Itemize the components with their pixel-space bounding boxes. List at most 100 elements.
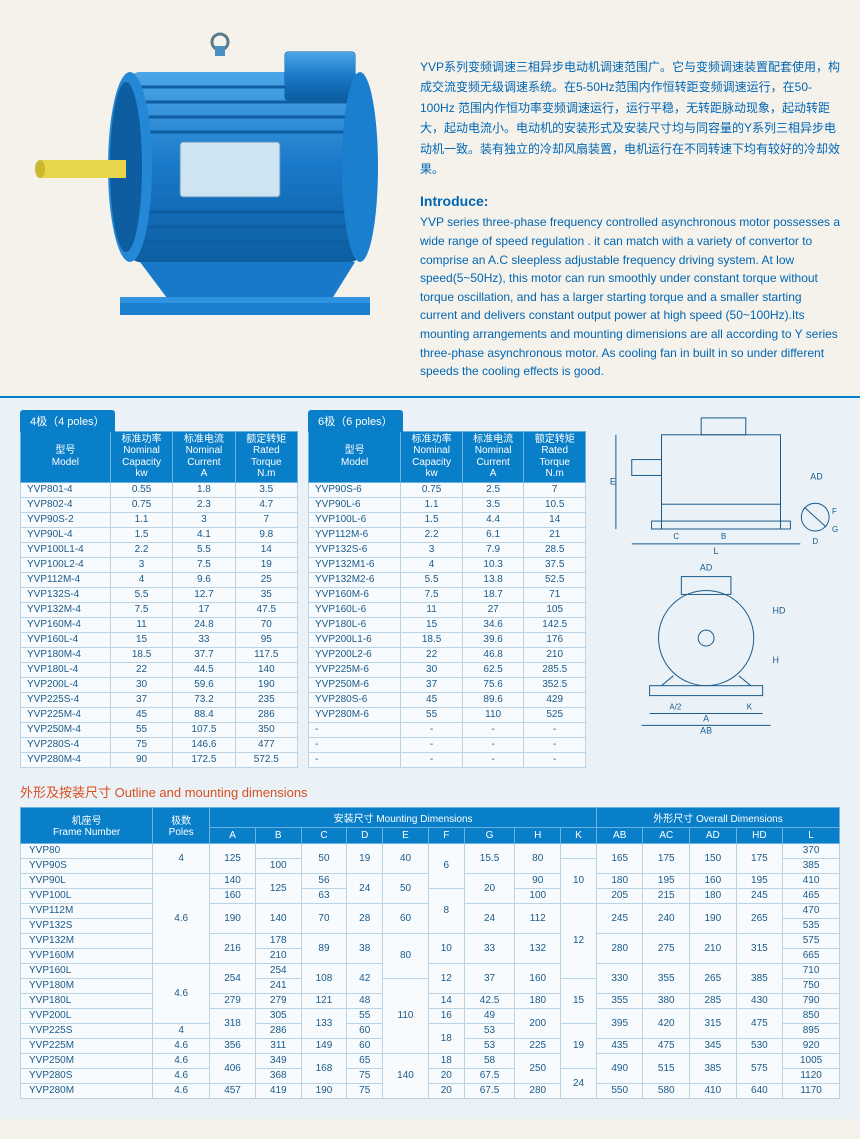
dim-cell: 195 — [643, 873, 690, 888]
spec-cell: 25 — [235, 572, 297, 587]
spec-cell: YVP250M-4 — [21, 722, 111, 737]
spec-cell: 52.5 — [524, 572, 586, 587]
spec-cell: 429 — [524, 692, 586, 707]
spec-cell: YVP280M-4 — [21, 752, 111, 767]
spec-cell: 350 — [235, 722, 297, 737]
spec-cell: 9.6 — [173, 572, 235, 587]
dim-cell: 42.5 — [464, 993, 515, 1008]
dim-cell: 125 — [210, 843, 256, 873]
spec-cell: 21 — [524, 527, 586, 542]
dim-cell: 315 — [690, 1008, 737, 1038]
spec-cell: YVP200L2-6 — [309, 647, 401, 662]
intro-chinese: YVP系列变频调速三相异步电动机调速范围广。它与变频调速装置配套使用，构成交流变… — [420, 57, 840, 179]
spec-cell: 22 — [110, 662, 172, 677]
dim-cell: 140 — [255, 903, 301, 933]
spec-cell: 55 — [110, 722, 172, 737]
dim-cell: 215 — [643, 888, 690, 903]
dim-cell: 15.5 — [464, 843, 515, 873]
dim-cell: 53 — [464, 1038, 515, 1053]
spec-cell: 45 — [110, 707, 172, 722]
dim-col: HD — [736, 827, 783, 843]
spec-cell: YVP200L1-6 — [309, 632, 401, 647]
spec-cell: 47.5 — [235, 602, 297, 617]
svg-text:F: F — [832, 507, 837, 516]
spec-cell: 6.1 — [462, 527, 524, 542]
spec-cell: 37 — [401, 677, 463, 692]
dim-cell: YVP250M — [21, 1053, 153, 1068]
spec-cell: 3 — [401, 542, 463, 557]
spec-cell: 10.3 — [462, 557, 524, 572]
spec-cell: - — [401, 722, 463, 737]
spec-cell: 71 — [524, 587, 586, 602]
dim-cell: 330 — [596, 963, 643, 993]
dim-cell: 241 — [255, 978, 301, 993]
dim-cell — [255, 843, 301, 858]
dim-cell: 1005 — [783, 1053, 840, 1068]
svg-text:A/2: A/2 — [669, 702, 681, 711]
spec-cell: YVP225M-6 — [309, 662, 401, 677]
dim-cell: 665 — [783, 948, 840, 963]
svg-text:A: A — [703, 713, 709, 723]
motor-image — [20, 12, 400, 352]
spec-cell: 14 — [235, 542, 297, 557]
svg-text:B: B — [721, 532, 726, 541]
spec-cell: 28.5 — [524, 542, 586, 557]
spec-cell: YVP100L1-4 — [21, 542, 111, 557]
spec-cell: 24.8 — [173, 617, 235, 632]
spec-cell: 7.5 — [110, 602, 172, 617]
dim-cell: 110 — [383, 978, 429, 1053]
svg-text:C: C — [673, 532, 679, 541]
spec-cell: 1.1 — [110, 512, 172, 527]
spec-cell: YVP280S-6 — [309, 692, 401, 707]
spec-cell: 140 — [235, 662, 297, 677]
dim-cell: 200 — [515, 1008, 561, 1038]
dim-cell: 33 — [464, 933, 515, 963]
spec-cell: 89.6 — [462, 692, 524, 707]
dim-cell: 121 — [301, 993, 347, 1008]
dim-cell: 60 — [347, 1023, 383, 1038]
dim-cell: 55 — [347, 1008, 383, 1023]
spec-cell: 15 — [110, 632, 172, 647]
dim-cell: 575 — [736, 1053, 783, 1083]
dim-col: E — [383, 827, 429, 843]
dim-cell: YVP180L — [21, 993, 153, 1008]
dim-cell: 63 — [301, 888, 347, 903]
spec-cell: 90 — [110, 752, 172, 767]
dim-cell: YVP160L — [21, 963, 153, 978]
spec-cell: 3.5 — [235, 482, 297, 497]
spec-cell: 4 — [401, 557, 463, 572]
dim-cell: 490 — [596, 1053, 643, 1083]
spec-cell: 14 — [524, 512, 586, 527]
dim-cell: 24 — [561, 1068, 597, 1098]
dim-cell: 48 — [347, 993, 383, 1008]
spec-cell: YVP100L-6 — [309, 512, 401, 527]
spec-cell: 525 — [524, 707, 586, 722]
dim-cell: 640 — [736, 1083, 783, 1098]
dim-cell: 49 — [464, 1008, 515, 1023]
spec-cell: 59.6 — [173, 677, 235, 692]
spec-cell: YVP180M-4 — [21, 647, 111, 662]
spec-cell: 210 — [524, 647, 586, 662]
spec-cell: 15 — [401, 617, 463, 632]
col-torque: 额定转矩RatedTorqueN.m — [235, 431, 297, 482]
spec-cell: - — [524, 737, 586, 752]
dim-cell: 50 — [301, 843, 347, 873]
spec-cell: - — [462, 722, 524, 737]
spec-cell: - — [401, 752, 463, 767]
spec-cell: 10.5 — [524, 497, 586, 512]
dim-cell: 4.6 — [153, 1038, 210, 1053]
dim-cell: 410 — [690, 1083, 737, 1098]
dim-cell: 4.6 — [153, 1053, 210, 1068]
spec-cell: 4.1 — [173, 527, 235, 542]
dim-cell: 216 — [210, 933, 256, 963]
dim-cell: 60 — [383, 903, 429, 933]
col-model: 型号Model — [309, 431, 401, 482]
dim-cell: 60 — [347, 1038, 383, 1053]
dim-col: C — [301, 827, 347, 843]
dim-cell: 18 — [428, 1023, 464, 1053]
spec-cell: YVP160L-6 — [309, 602, 401, 617]
pole6-tab: 6极（6 poles） — [308, 410, 403, 432]
dim-cell: 175 — [643, 843, 690, 873]
spec-cell: 4.7 — [235, 497, 297, 512]
dim-cell: 75 — [347, 1083, 383, 1098]
